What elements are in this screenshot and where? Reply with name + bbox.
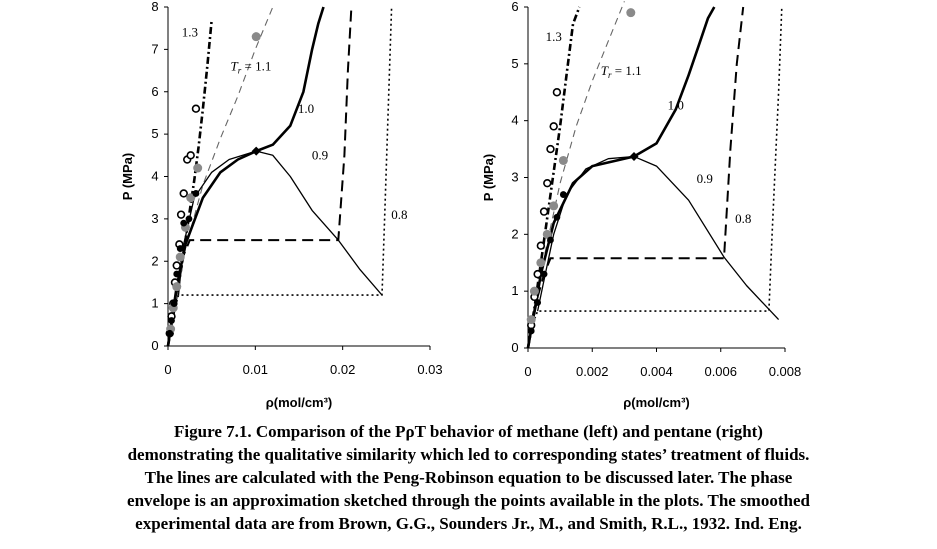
series-line [527, 1, 625, 349]
y-axis-title: P (MPa) [120, 153, 135, 200]
series-line [167, 6, 393, 347]
x-tick-label: 0 [164, 362, 171, 377]
data-point [166, 329, 174, 337]
data-point [185, 215, 193, 223]
data-point [543, 178, 552, 188]
data-point [527, 327, 535, 335]
data-point [179, 189, 188, 198]
curve-label: 1.3 [182, 25, 198, 40]
y-tick-label: 0 [511, 340, 518, 355]
data-point [542, 229, 552, 239]
caption-line: experimental data are from Brown, G.G., … [135, 514, 802, 533]
data-point [549, 201, 559, 211]
y-tick-label: 8 [151, 0, 158, 14]
data-point [168, 317, 175, 324]
y-tick-label: 2 [511, 226, 518, 241]
data-point [552, 88, 562, 97]
y-tick-label: 2 [151, 253, 158, 268]
series-line [166, 19, 213, 347]
data-point [176, 245, 184, 252]
critical-point-marker [251, 146, 261, 156]
pentane-chart: 0 1 2 3 4 5 6 0 0.002 0.004 0.006 0.008 ρ(mol/cm³) P … [481, 0, 801, 410]
curve-label: 0.9 [697, 171, 713, 186]
data-point [186, 151, 195, 160]
curve-label: 1.3 [546, 29, 562, 44]
x-axis-title: ρ(mol/cm³) [623, 395, 690, 410]
data-point [539, 207, 549, 216]
curve-label: 1.0 [298, 101, 314, 116]
data-point [251, 32, 261, 42]
y-tick-label: 3 [151, 211, 158, 226]
x-tick-label: 0.01 [243, 362, 268, 377]
caption-line: The lines are calculated with the Peng-R… [144, 468, 793, 487]
data-point [180, 219, 188, 227]
series-line [177, 150, 383, 296]
curve-label: 0.8 [735, 211, 751, 226]
data-point [540, 270, 548, 278]
critical-point-marker [629, 151, 639, 161]
data-point [186, 193, 196, 203]
curve-label: 1.0 [668, 97, 684, 112]
x-tick-label: 0.006 [704, 364, 737, 379]
methane-chart: 0 1 2 3 4 5 6 7 8 0 0.01 0.02 0.03 ρ(mol/cm³) P (MPa) 1… [120, 0, 443, 410]
data-point [173, 270, 181, 278]
y-tick-label: 1 [151, 296, 158, 311]
y-axis-title: P (MPa) [481, 154, 496, 201]
data-point [172, 261, 181, 270]
data-point [193, 163, 203, 173]
data-point [534, 299, 542, 306]
data-point [559, 191, 567, 198]
y-tick-label: 5 [151, 126, 158, 141]
series-line [527, 6, 745, 349]
series-line [527, 6, 783, 349]
y-tick-label: 1 [511, 283, 518, 298]
y-tick-label: 0 [151, 338, 158, 353]
data-point [172, 282, 182, 292]
data-point [546, 144, 555, 154]
curve-label: 0.9 [312, 148, 328, 163]
series-line [526, 6, 716, 349]
data-point [175, 252, 185, 262]
data-point [547, 236, 554, 244]
y-tick-label: 6 [151, 84, 158, 99]
data-point [558, 155, 568, 165]
x-axis-title: ρ(mol/cm³) [266, 395, 333, 410]
figure-caption: Figure 7.1. Comparison of the PρT behavi… [4, 420, 933, 535]
y-tick-label: 4 [151, 169, 158, 184]
data-point [176, 210, 186, 219]
data-point [549, 122, 558, 131]
x-tick-label: 0 [524, 364, 531, 379]
x-tick-label: 0.02 [330, 362, 355, 377]
data-point [526, 315, 536, 325]
y-tick-label: 7 [151, 41, 158, 56]
x-tick-label: 0.008 [769, 364, 802, 379]
curve-label: 0.8 [391, 207, 407, 222]
data-point [626, 8, 636, 18]
data-point [536, 241, 546, 250]
data-point [529, 286, 539, 296]
y-tick-label: 4 [511, 113, 518, 128]
x-tick-label: 0.03 [417, 362, 442, 377]
caption-line: envelope is an approximation sketched th… [127, 491, 810, 510]
x-tick-label: 0.002 [576, 364, 609, 379]
caption-line: Figure 7.1. Comparison of the PρT behavi… [174, 422, 763, 441]
data-point [533, 269, 542, 279]
caption-line: demonstrating the qualitative similarity… [127, 445, 810, 464]
data-point [191, 104, 201, 113]
figure-canvas: 0 1 2 3 4 5 6 7 8 0 0.01 0.02 0.03 ρ(mol/cm³) P (MPa) 1… [120, 0, 801, 410]
curve-label: Tr = 1.1 [231, 59, 272, 76]
data-point [170, 300, 178, 308]
y-tick-label: 3 [511, 170, 518, 185]
data-point [536, 258, 546, 268]
data-point [192, 190, 200, 197]
y-tick-label: 5 [511, 56, 518, 71]
y-tick-label: 6 [511, 0, 518, 14]
data-point [553, 213, 561, 221]
curve-label: Tr = 1.1 [601, 63, 642, 80]
x-tick-label: 0.004 [640, 364, 673, 379]
